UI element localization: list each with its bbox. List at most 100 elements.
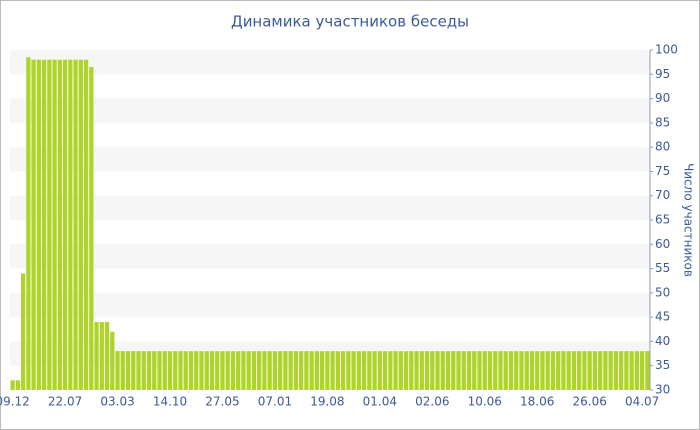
bar — [278, 351, 283, 390]
y-tick-label: 35 — [655, 358, 670, 372]
bar — [167, 351, 173, 390]
x-tick-label: 27.05 — [205, 395, 239, 409]
bar — [424, 351, 430, 390]
x-tick-label: 26.06 — [572, 395, 606, 409]
y-tick-label: 65 — [655, 213, 670, 227]
y-tick-label: 50 — [655, 285, 670, 299]
bar — [472, 351, 477, 390]
bar — [503, 351, 508, 390]
bar — [194, 351, 199, 390]
bar — [199, 351, 204, 390]
bar — [451, 351, 456, 390]
grid-band — [10, 292, 650, 318]
bar — [545, 351, 550, 390]
bar — [377, 351, 382, 390]
grid-band — [10, 98, 650, 123]
bar — [603, 351, 608, 390]
y-tick-label: 70 — [655, 188, 670, 202]
bar — [131, 351, 136, 390]
y-tick-label: 100 — [655, 43, 678, 57]
x-tick-label: 02.06 — [415, 395, 449, 409]
bar — [209, 351, 215, 390]
bar — [299, 351, 304, 390]
bar — [393, 351, 398, 390]
bar — [283, 351, 288, 390]
bar — [288, 351, 293, 390]
chart-title: Динамика участников беседы — [231, 13, 469, 31]
x-tick-label: 22.07 — [48, 395, 82, 409]
bar — [482, 351, 487, 390]
bar — [398, 351, 403, 390]
x-tick-label: 14.10 — [153, 395, 187, 409]
bar — [62, 59, 68, 390]
bar — [230, 351, 236, 390]
bar — [157, 351, 162, 390]
y-tick-label: 55 — [655, 261, 670, 275]
bar — [629, 351, 634, 390]
bar — [78, 59, 83, 390]
grid-band — [10, 147, 650, 172]
bar — [141, 351, 146, 390]
y-tick-label: 45 — [655, 310, 670, 324]
bar — [587, 351, 592, 390]
bar — [640, 351, 645, 390]
bar — [356, 351, 361, 390]
bar — [36, 59, 41, 390]
bar — [419, 351, 424, 390]
bar — [162, 351, 167, 390]
bar — [152, 351, 157, 390]
bar — [571, 351, 577, 390]
bar — [361, 351, 367, 390]
bar — [330, 351, 335, 390]
y-tick-label: 60 — [655, 237, 670, 251]
bar — [304, 351, 309, 390]
bar — [104, 322, 110, 390]
bar — [272, 351, 278, 390]
bar — [592, 351, 598, 390]
bar — [372, 351, 377, 390]
x-tick-label: 01.04 — [363, 395, 397, 409]
bar — [251, 351, 257, 390]
bar — [430, 351, 435, 390]
bar — [26, 57, 31, 391]
bar — [634, 351, 640, 390]
bar — [68, 59, 73, 390]
x-tick-label: 07.01 — [258, 395, 292, 409]
bar — [346, 351, 351, 390]
bar — [598, 351, 603, 390]
bar — [440, 351, 445, 390]
bar — [535, 351, 540, 390]
bar — [257, 351, 262, 390]
bar — [577, 351, 582, 390]
bar — [613, 351, 619, 390]
bar — [561, 351, 566, 390]
y-tick-label: 30 — [655, 383, 670, 397]
bar — [15, 380, 20, 390]
bar — [550, 351, 556, 390]
y-tick-label: 75 — [655, 164, 670, 178]
bar — [57, 59, 62, 390]
bar — [556, 351, 561, 390]
bar — [619, 351, 624, 390]
grid-band — [10, 50, 650, 75]
bar — [73, 59, 78, 390]
bar — [204, 351, 209, 390]
bar — [309, 351, 314, 390]
bar — [99, 322, 104, 390]
bar — [340, 351, 346, 390]
bar — [225, 351, 230, 390]
bar — [120, 351, 125, 390]
bar — [52, 59, 57, 390]
bar — [20, 273, 26, 390]
bar — [414, 351, 419, 390]
bar — [388, 351, 393, 390]
bar — [335, 351, 340, 390]
bar — [320, 351, 325, 390]
bar — [435, 351, 440, 390]
bar — [519, 351, 524, 390]
bar — [41, 59, 47, 390]
bar — [83, 59, 89, 390]
bar — [477, 351, 482, 390]
x-tick-label: 10.06 — [468, 395, 502, 409]
